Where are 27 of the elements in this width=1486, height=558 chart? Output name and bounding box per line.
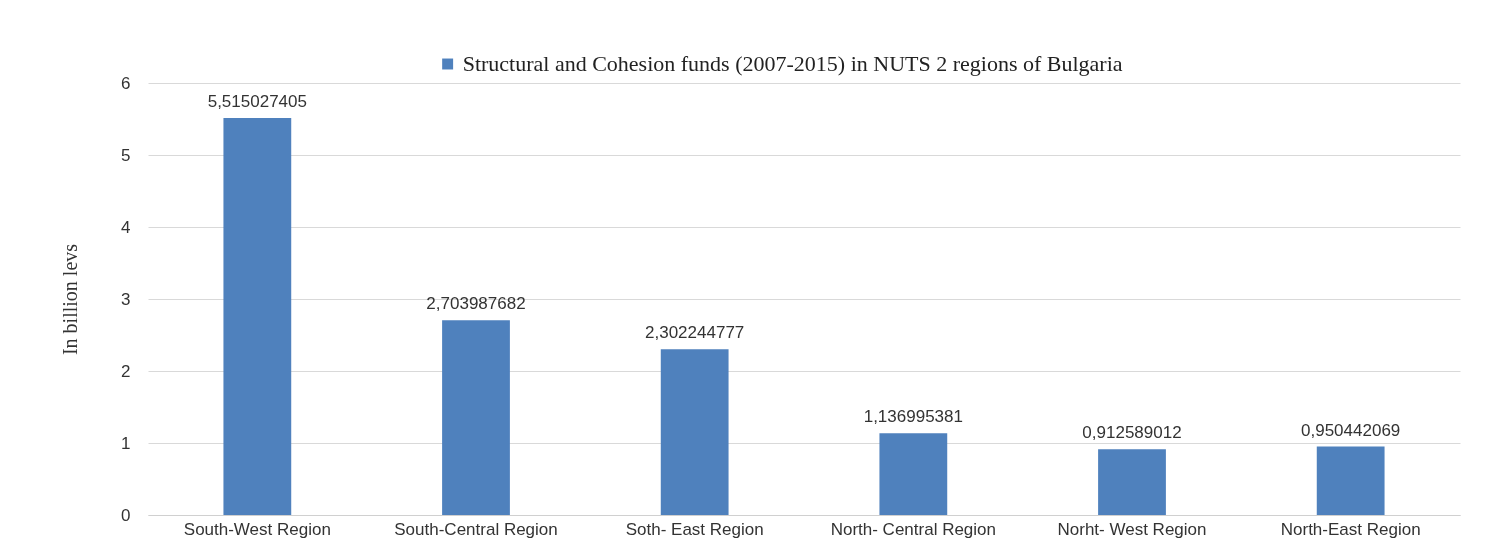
y-tick-label: 1 xyxy=(121,433,131,453)
data-label: 0,912589012 xyxy=(1082,423,1182,443)
x-tick-label: South-Central Region xyxy=(394,519,558,539)
bar xyxy=(1098,449,1166,515)
x-tick-label: North- Central Region xyxy=(830,519,997,539)
y-tick-label: 3 xyxy=(121,289,131,309)
bar xyxy=(223,117,292,515)
data-label: 0,950442069 xyxy=(1301,420,1401,440)
bar xyxy=(442,320,510,515)
x-tick-label: Norht- West Region xyxy=(1057,519,1207,539)
data-label: 1,136995381 xyxy=(863,407,963,427)
y-tick-label: 6 xyxy=(121,73,131,93)
legend-label: Structural and Cohesion funds (2007-2015) in NUTS 2 regions of Bulgaria xyxy=(462,51,1123,76)
x-tick-label: North-East Region xyxy=(1280,519,1421,539)
bar xyxy=(879,433,948,515)
y-tick-label: 4 xyxy=(121,217,131,237)
x-tick-label: South-West Region xyxy=(183,519,331,539)
data-label: 2,703987682 xyxy=(426,294,526,314)
y-axis-title: In billion levs xyxy=(59,243,82,356)
bar xyxy=(1316,446,1385,515)
bar xyxy=(660,349,729,515)
x-tick-label: Soth- East Region xyxy=(625,519,764,539)
y-tick-label: 2 xyxy=(121,361,131,381)
data-label: 5,515027405 xyxy=(207,91,307,111)
data-label: 2,302244777 xyxy=(645,323,745,343)
y-tick-label: 0 xyxy=(121,505,131,525)
y-tick-label: 5 xyxy=(121,145,131,165)
